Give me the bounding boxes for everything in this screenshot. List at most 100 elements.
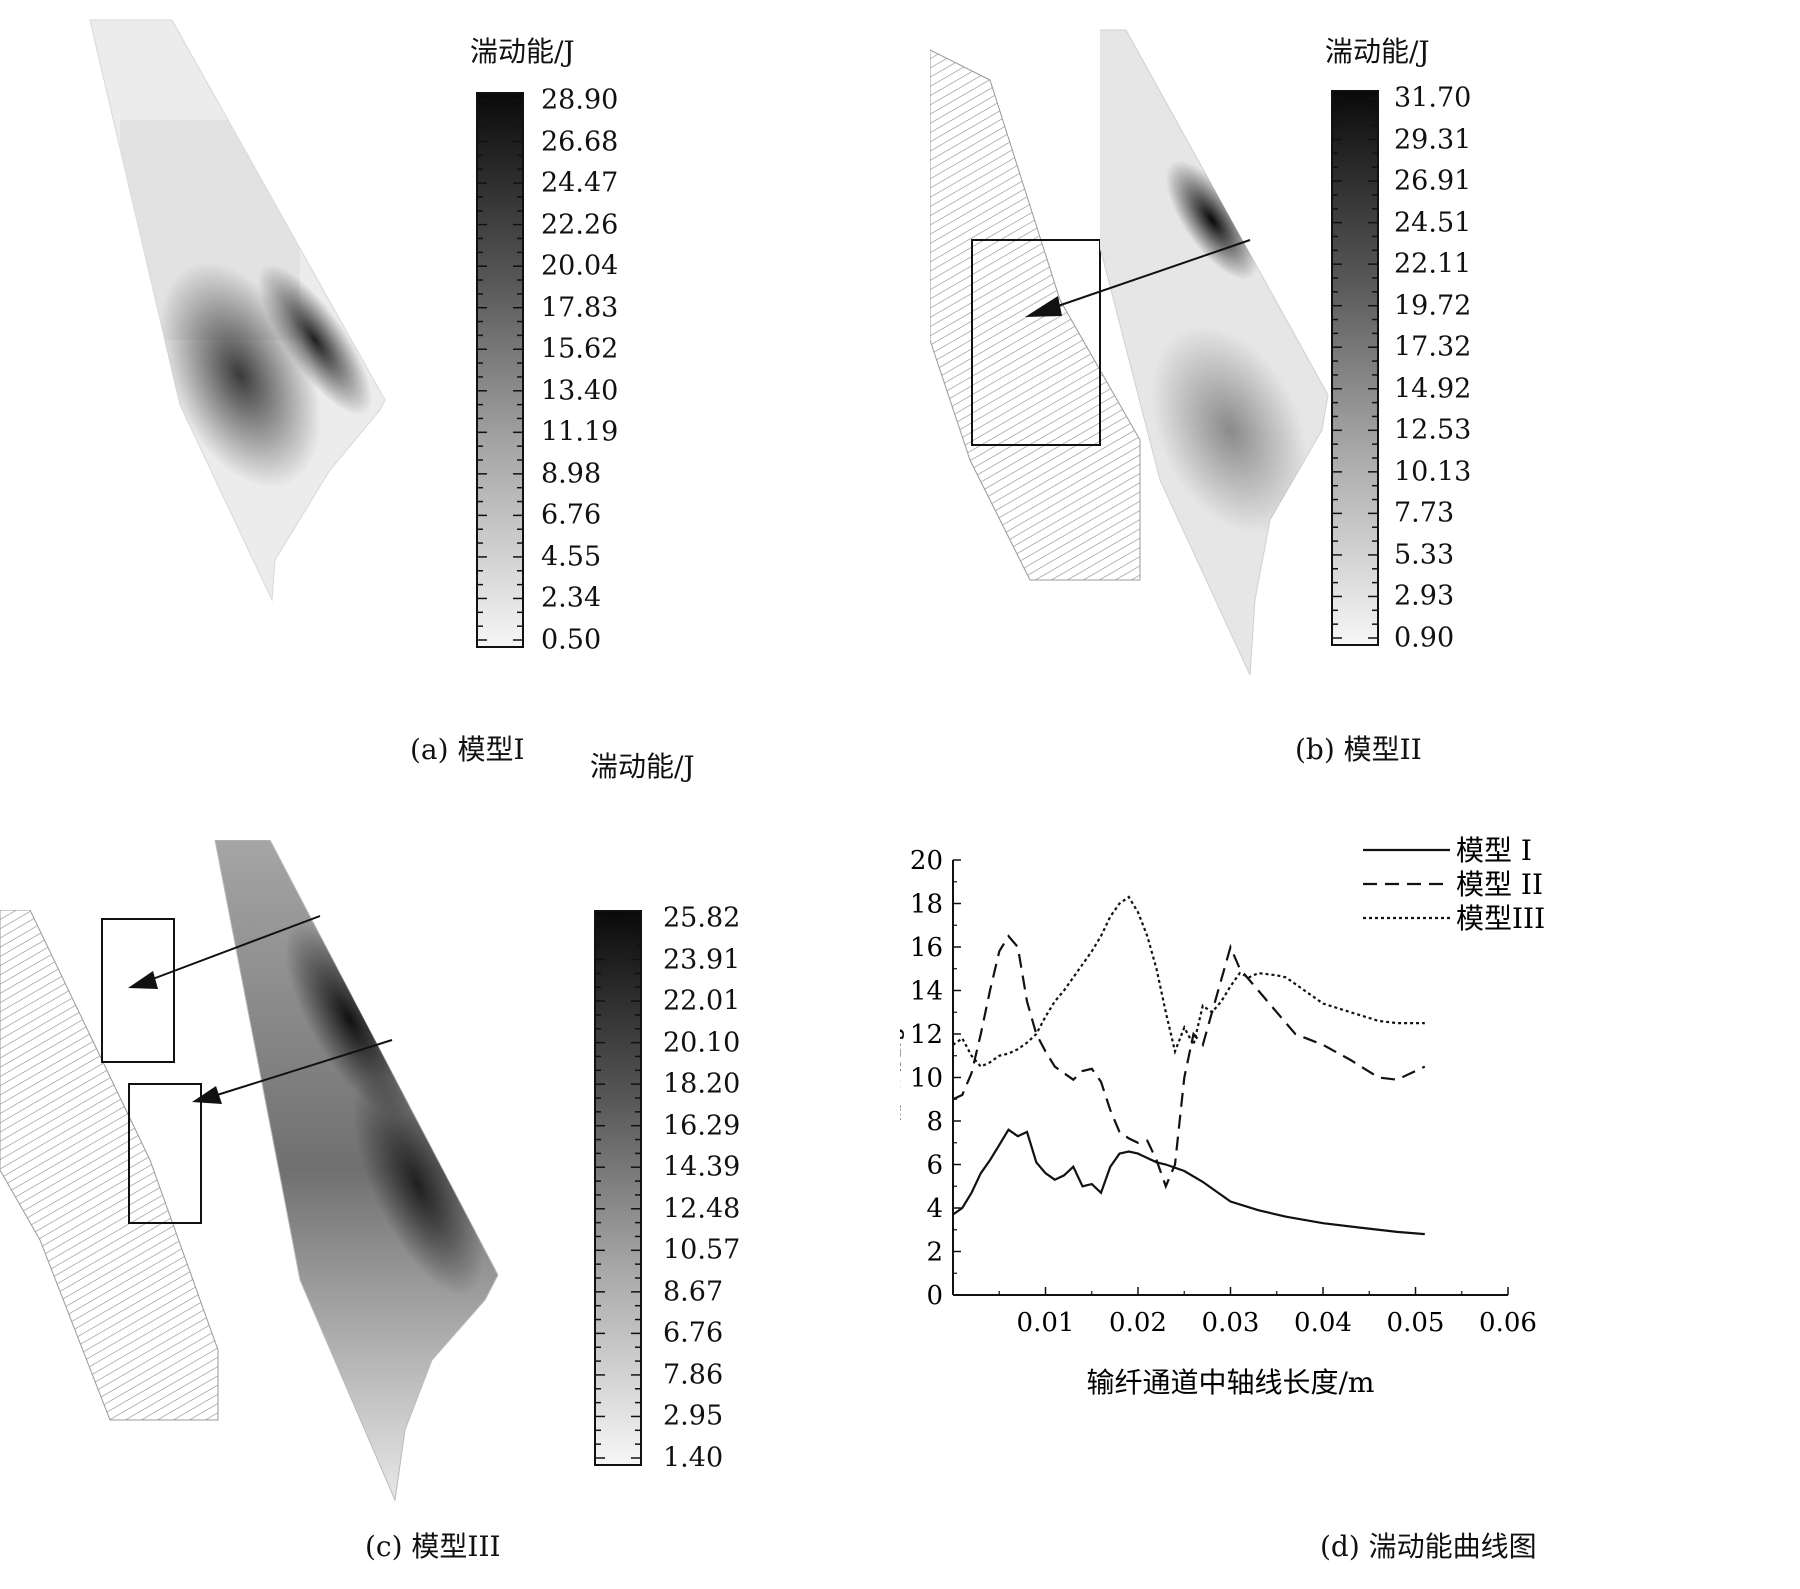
colorbar-c-label: 23.91 (663, 944, 741, 976)
colorbar-labels-c: 25.82 23.91 22.01 20.10 18.20 16.29 14.39 12.48… (663, 905, 783, 1472)
colorbar-title-b: 湍动能/J (1325, 35, 1430, 68)
x-tick-label: 0.02 (1109, 1308, 1167, 1338)
colorbar-c-label: 18.20 (663, 1068, 741, 1100)
colorbar-b-label: 17.32 (1394, 331, 1472, 363)
colorbar-a-label: 24.47 (541, 167, 619, 199)
x-tick-label: 0.03 (1202, 1308, 1260, 1338)
contour-plot-b (1100, 29, 1329, 676)
streamline-region-c (0, 910, 219, 1421)
high-tke-region-c1 (285, 922, 415, 1118)
colorbar-b-label: 2.93 (1394, 580, 1455, 612)
colorbar-a-label: 4.55 (541, 541, 602, 573)
colorbar-b-label: 7.73 (1394, 497, 1455, 529)
colorbar-labels-a: 28.90 26.68 24.47 22.26 20.04 17.83 15.62 13.40… (541, 87, 661, 654)
colorbar-a-label: 20.04 (541, 250, 619, 282)
caption-d: (d) 湍动能曲线图 (1320, 1530, 1537, 1563)
y-axis-label: 湍动能/J (900, 1025, 905, 1130)
colorbar-c-label: 10.57 (663, 1234, 741, 1266)
colorbar-c-label: 22.01 (663, 985, 741, 1017)
colorbar-b-label: 0.90 (1394, 622, 1455, 654)
colorbar-a-label: 26.68 (541, 126, 619, 158)
colorbar-c-label: 20.10 (663, 1027, 741, 1059)
legend-label-2: 模型 II (1456, 868, 1543, 901)
colorbar-b-label: 22.11 (1394, 248, 1472, 280)
legend-label-1: 模型 I (1456, 834, 1532, 867)
colorbar-b-label: 31.70 (1394, 82, 1472, 114)
colorbar-a-label: 28.90 (541, 84, 619, 116)
colorbar-b (1331, 90, 1379, 646)
high-tke-region-c2 (352, 1074, 484, 1296)
contour-plot-c (214, 840, 499, 1502)
colorbar-ticks-b (1333, 97, 1377, 639)
caption-b: (b) 模型II (1295, 733, 1422, 766)
colorbar-c-label: 6.76 (663, 1317, 724, 1349)
colorbar-c-label: 8.67 (663, 1276, 724, 1308)
colorbar-c-label: 2.95 (663, 1400, 724, 1432)
colorbar-ticks-a (478, 99, 522, 641)
colorbar-b-label: 26.91 (1394, 165, 1472, 197)
y-tick-label: 4 (926, 1194, 943, 1224)
colorbar-a-label: 17.83 (541, 292, 619, 324)
y-tick-label: 18 (910, 890, 943, 920)
colorbar-a-label: 6.76 (541, 499, 602, 531)
colorbar-b-label: 19.72 (1394, 290, 1472, 322)
colorbar-a-label: 11.19 (541, 416, 619, 448)
colorbar-a-label: 13.40 (541, 375, 619, 407)
y-tick-label: 8 (926, 1107, 943, 1137)
panel-c: 湍动能/J 25.82 23.91 22.01 20.10 18.20 16.29 14.3… (0, 750, 900, 1589)
colorbar-a-label: 2.34 (541, 582, 602, 614)
colorbar-a-label: 8.98 (541, 458, 602, 490)
y-tick-label: 20 (910, 846, 943, 876)
colorbar-a-label: 15.62 (541, 333, 619, 365)
colorbar-b-label: 12.53 (1394, 414, 1472, 446)
colorbar-b-label: 5.33 (1394, 539, 1455, 571)
colorbar-c-label: 25.82 (663, 902, 741, 934)
x-tick-label: 0.01 (1017, 1308, 1075, 1338)
y-tick-label: 2 (926, 1238, 943, 1268)
y-tick-label: 16 (910, 933, 943, 963)
y-tick-label: 14 (910, 977, 943, 1007)
colorbar-c-label: 16.29 (663, 1110, 741, 1142)
colorbar-title-c: 湍动能/J (590, 750, 695, 783)
colorbar-c-label: 14.39 (663, 1151, 741, 1183)
colorbar-a-label: 22.26 (541, 209, 619, 241)
series-line-1 (952, 1128, 1425, 1236)
x-tick-label: 0.04 (1294, 1308, 1352, 1338)
highlight-box-c2 (128, 1083, 202, 1224)
caption-a: (a) 模型I (410, 733, 525, 766)
colorbar-c (594, 910, 642, 1466)
series-line-3 (952, 895, 1425, 1068)
panel-d: 0 2 4 6 8 10 12 14 16 18 20 0.01 0.02 0.03 0.04 0.05 0.0… (900, 790, 1800, 1589)
highlight-box-c1 (101, 918, 175, 1063)
annotation-arrows-c (128, 915, 393, 1104)
y-tick-label: 6 (926, 1151, 943, 1181)
colorbar-labels-b: 31.70 29.31 26.91 24.51 22.11 19.72 17.32 14.92… (1394, 85, 1514, 652)
colorbar-ticks-c (596, 917, 640, 1459)
contour-plot-a (89, 19, 386, 602)
colorbar-title-a: 湍动能/J (470, 35, 575, 68)
colorbar-b-label: 10.13 (1394, 456, 1472, 488)
colorbar-b-label: 29.31 (1394, 124, 1472, 156)
colorbar-c-label: 7.86 (663, 1359, 724, 1391)
highlight-box-b (971, 239, 1101, 446)
colorbar-a-label: 0.50 (541, 624, 602, 656)
colorbar-b-label: 14.92 (1394, 373, 1472, 405)
legend-label-3: 模型III (1456, 902, 1545, 935)
y-tick-label: 0 (926, 1281, 943, 1311)
panel-b: 湍动能/J 31.70 29.31 26.91 24.51 22.11 19.72 17.3… (900, 0, 1800, 780)
colorbar-c-label: 1.40 (663, 1442, 724, 1474)
colorbar-c-label: 12.48 (663, 1193, 741, 1225)
high-tke-region-a2 (257, 264, 373, 416)
caption-c: (c) 模型III (365, 1530, 501, 1563)
panel-a: 湍动能/J 28.90 26.68 24.47 22.26 20.04 17.83 15.6… (0, 0, 900, 780)
medium-tke-region-b2 (1151, 326, 1309, 534)
high-tke-region-b1 (1165, 160, 1259, 280)
colorbar-a (476, 92, 524, 648)
colorbar-b-label: 24.51 (1394, 207, 1472, 239)
annotation-arrow-b (1025, 239, 1251, 317)
x-tick-label: 0.06 (1479, 1308, 1537, 1338)
y-tick-label: 12 (910, 1020, 943, 1050)
series-line-2 (952, 934, 1426, 1190)
tke-line-chart: 0 2 4 6 8 10 12 14 16 18 20 0.01 0.02 0.03 0.04 0.05 0.0… (900, 834, 1545, 1399)
x-axis-label: 输纤通道中轴线长度/m (1087, 1366, 1375, 1399)
